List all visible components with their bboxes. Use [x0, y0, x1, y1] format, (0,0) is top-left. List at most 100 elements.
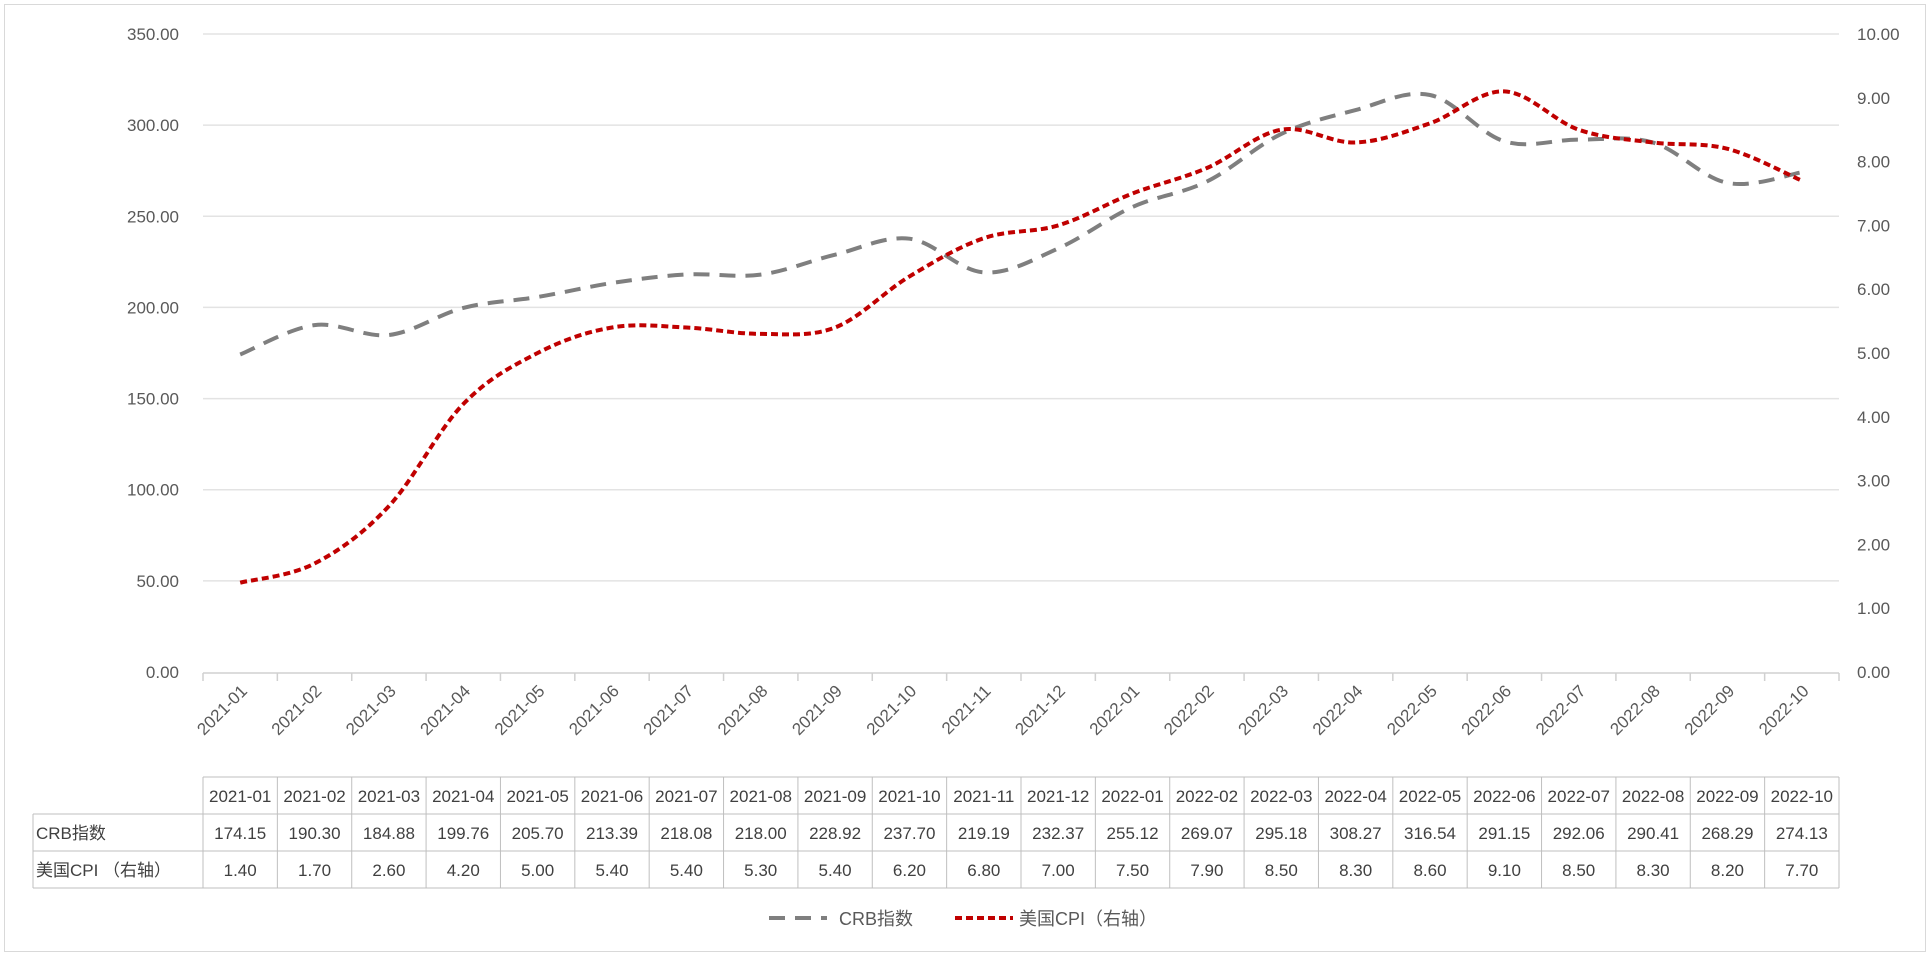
cpi-data-point [461, 402, 465, 406]
table-header-cell: 2021-02 [283, 787, 345, 806]
cpi-data-point [536, 351, 540, 355]
x-tick-label: 2021-06 [565, 681, 623, 739]
x-tick-label: 2022-04 [1309, 681, 1367, 739]
crb-data-point [1131, 205, 1135, 209]
cpi-data-point [1056, 223, 1060, 227]
cpi-data-point [907, 274, 911, 278]
right-tick-label: 4.00 [1857, 408, 1890, 427]
x-tick-label: 2022-08 [1606, 681, 1664, 739]
table-cell: 274.13 [1776, 824, 1828, 843]
table-header-cell: 2021-05 [506, 787, 568, 806]
right-axis-ticks: 0.00 1.00 2.00 3.00 4.00 5.00 6.00 7.00 8.00 9.00… [1857, 25, 1900, 682]
cpi-data-point [313, 562, 317, 566]
table-cell: 308.27 [1330, 824, 1382, 843]
cpi-data-point [759, 332, 763, 336]
table-cell: 8.30 [1339, 861, 1372, 880]
table-cell: 5.00 [521, 861, 554, 880]
left-axis-ticks: 0.00 50.00 100.00 150.00 200.00 250.00 300.00 3… [127, 25, 179, 682]
table-cell: 219.19 [958, 824, 1010, 843]
table-cell: 6.20 [893, 861, 926, 880]
x-tick-label: 2021-03 [342, 681, 400, 739]
cpi-data-point [1279, 128, 1283, 132]
table-row-label: CRB指数 [36, 824, 106, 843]
chart-frame: 0.00 50.00 100.00 150.00 200.00 250.00 300.00 3… [4, 4, 1926, 952]
crb-data-point [1428, 93, 1432, 97]
x-tick-label: 2021-12 [1011, 681, 1069, 739]
crb-data-point [387, 333, 391, 337]
cpi-data-point [1651, 140, 1655, 144]
table-header-cell: 2021-06 [581, 787, 643, 806]
table-cell: 8.60 [1413, 861, 1446, 880]
right-tick-label: 10.00 [1857, 25, 1900, 44]
table-cell: 199.76 [437, 824, 489, 843]
x-tick-label: 2022-05 [1383, 681, 1441, 739]
x-tick-label: 2022-09 [1681, 681, 1739, 739]
table-cell: 291.15 [1478, 824, 1530, 843]
crb-data-point [1205, 180, 1209, 184]
table-cell: 218.00 [735, 824, 787, 843]
x-tick-label: 2021-05 [491, 681, 549, 739]
x-tick-label: 2021-09 [788, 681, 846, 739]
table-cell: 268.29 [1701, 824, 1753, 843]
right-tick-label: 0.00 [1857, 663, 1890, 682]
table-cell: 7.90 [1190, 861, 1223, 880]
table-cell: 9.10 [1488, 861, 1521, 880]
crb-data-point [1502, 139, 1506, 143]
left-tick-label: 300.00 [127, 116, 179, 135]
table-cell: 237.70 [883, 824, 935, 843]
table-header-cell: 2021-09 [804, 787, 866, 806]
table-header-cell: 2022-07 [1548, 787, 1610, 806]
x-tick-label: 2022-10 [1755, 681, 1813, 739]
x-tick-label: 2022-02 [1160, 681, 1218, 739]
crb-data-point [313, 323, 317, 327]
cpi-data-point [982, 236, 986, 240]
left-tick-label: 200.00 [127, 298, 179, 317]
cpi-data-point [1502, 89, 1506, 93]
left-tick-label: 100.00 [127, 481, 179, 500]
table-header-cell: 2022-10 [1771, 787, 1833, 806]
table-cell: 213.39 [586, 824, 638, 843]
x-tick-label: 2022-07 [1532, 681, 1590, 739]
cpi-data-point [1428, 121, 1432, 125]
cpi-data-point [833, 325, 837, 329]
crb-data-point [1725, 181, 1729, 185]
table-cell: 1.70 [298, 861, 331, 880]
cpi-data-point [1725, 147, 1729, 151]
x-tick-label: 2021-11 [938, 681, 995, 738]
right-tick-label: 2.00 [1857, 535, 1890, 554]
x-tick-label: 2022-01 [1086, 681, 1144, 739]
table-cell: 218.08 [660, 824, 712, 843]
crb-series-line [239, 91, 1803, 357]
legend-crb-label: CRB指数 [839, 909, 913, 929]
crb-data-point [238, 353, 242, 357]
left-tick-label: 50.00 [136, 572, 179, 591]
table-cell: 292.06 [1553, 824, 1605, 843]
table-cell: 7.50 [1116, 861, 1149, 880]
table-cell: 4.20 [447, 861, 480, 880]
table-header-cell: 2021-01 [209, 787, 271, 806]
table-cell: 8.50 [1265, 861, 1298, 880]
left-tick-label: 250.00 [127, 207, 179, 226]
cpi-data-point [1800, 179, 1804, 183]
crb-data-point [1056, 246, 1060, 250]
table-header-cell: 2021-11 [953, 787, 1014, 806]
table-header-cell: 2022-03 [1250, 787, 1312, 806]
x-tick-label: 2021-10 [863, 681, 921, 739]
cpi-data-point [610, 325, 614, 329]
left-tick-label: 350.00 [127, 25, 179, 44]
left-tick-label: 0.00 [146, 663, 179, 682]
table-header-cell: 2022-05 [1399, 787, 1461, 806]
chart-svg: 0.00 50.00 100.00 150.00 200.00 250.00 300.00 3… [32, 25, 1900, 929]
right-tick-label: 1.00 [1857, 599, 1890, 618]
x-tick-label: 2022-06 [1458, 681, 1516, 739]
crb-data-point [833, 253, 837, 257]
cpi-data-point [1354, 140, 1358, 144]
table-cell: 190.30 [289, 824, 341, 843]
table-cell: 8.50 [1562, 861, 1595, 880]
right-tick-label: 7.00 [1857, 216, 1890, 235]
table-header-cell: 2021-04 [432, 787, 494, 806]
crb-data-point [461, 306, 465, 310]
table-header-cell: 2021-12 [1027, 787, 1089, 806]
cpi-data-point [1205, 166, 1209, 170]
table-cell: 5.30 [744, 861, 777, 880]
